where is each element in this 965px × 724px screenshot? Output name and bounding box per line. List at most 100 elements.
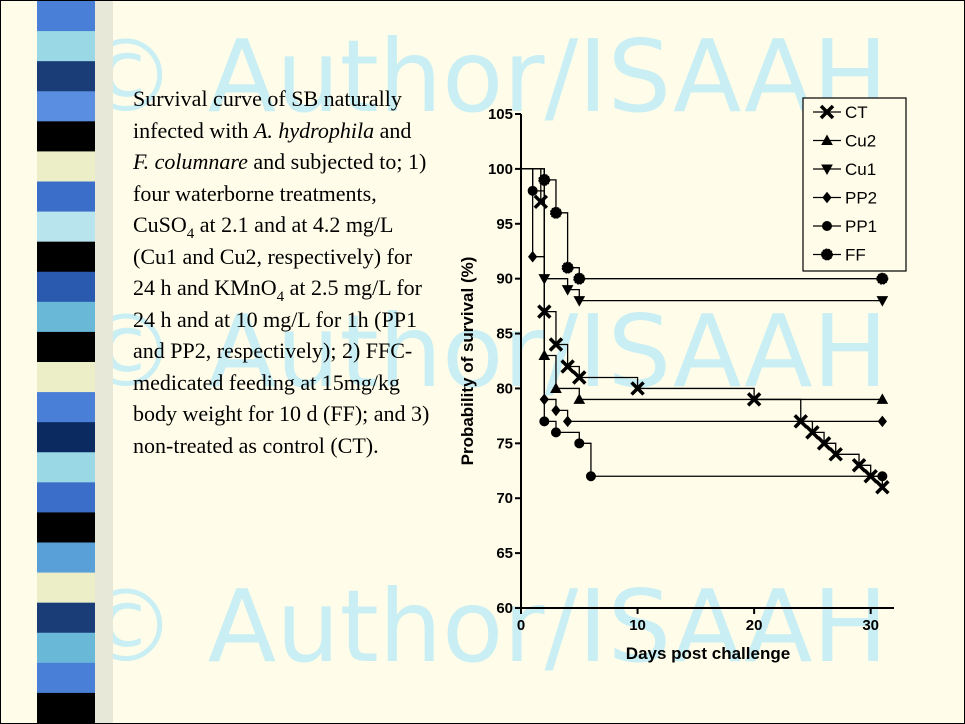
marker — [876, 296, 889, 307]
marker — [573, 272, 586, 285]
y-tick-label: 95 — [496, 216, 513, 233]
marker — [562, 415, 573, 428]
marker — [851, 458, 867, 473]
legend-label: Cu1 — [845, 160, 876, 179]
y-tick-label: 85 — [496, 326, 513, 343]
stripe — [37, 301, 95, 333]
marker — [560, 359, 575, 374]
stripe — [37, 512, 95, 543]
marker — [572, 370, 587, 385]
watermark: © Author/ISAAH — [76, 568, 888, 685]
stripe — [37, 572, 95, 604]
text: A. hydrophila — [253, 117, 375, 143]
text: Survival curve of SB naturally infected … — [133, 86, 402, 143]
caption: Survival curve of SB naturally infected … — [133, 83, 433, 461]
text: 4 — [276, 289, 285, 305]
y-tick-label: 100 — [488, 161, 513, 178]
text: 4 — [186, 226, 195, 242]
stripe — [37, 1, 95, 32]
marker — [877, 415, 887, 428]
x-tick-label: 20 — [746, 617, 763, 634]
marker — [822, 221, 832, 231]
marker — [821, 248, 833, 261]
watermark: © Author/ISAAH — [76, 293, 888, 410]
marker — [821, 134, 833, 145]
legend-label: FF — [845, 246, 866, 265]
stripe — [37, 331, 95, 363]
text: and — [374, 117, 412, 143]
y-tick-label: 105 — [488, 106, 513, 123]
marker — [528, 250, 538, 263]
stripe — [37, 271, 95, 303]
marker — [561, 261, 574, 274]
stripe — [37, 692, 95, 723]
marker — [805, 425, 820, 440]
stripe — [37, 241, 95, 273]
stripe — [37, 542, 95, 574]
marker — [875, 480, 890, 495]
marker — [549, 206, 562, 219]
legend-label: PP2 — [845, 189, 877, 208]
text: at 2.1 and at 4.2 mg/L (Cu1 and Cu2, res… — [133, 212, 413, 300]
marker — [561, 285, 574, 296]
marker — [573, 393, 586, 404]
y-tick-label: 60 — [496, 600, 513, 617]
stripe — [37, 181, 95, 213]
stripe — [37, 61, 95, 92]
stripe — [37, 662, 95, 694]
marker — [630, 381, 645, 396]
x-tick-label: 30 — [862, 617, 879, 634]
stripe — [37, 482, 95, 513]
marker — [527, 185, 538, 196]
x-axis-label: Days post challenge — [626, 644, 790, 663]
marker — [822, 191, 832, 204]
stripe — [37, 392, 95, 423]
text: and subjected to; 1) four waterborne tre… — [133, 149, 427, 237]
y-axis-label: Probability of survival (%) — [458, 257, 477, 466]
stripe — [37, 362, 95, 393]
text: F. columnare — [133, 149, 248, 174]
x-tick-label: 0 — [517, 617, 525, 634]
marker — [538, 173, 551, 186]
marker — [573, 296, 586, 307]
legend-label: Cu2 — [845, 132, 876, 151]
stripe-shade — [95, 1, 113, 723]
marker — [821, 164, 833, 176]
y-tick-label: 90 — [496, 271, 513, 288]
marker — [550, 382, 562, 393]
stripe — [37, 422, 95, 453]
stripe — [37, 151, 95, 182]
text: at 2.5 mg/L for 24 h and at 10 mg/L for … — [133, 275, 430, 458]
stripe — [37, 31, 95, 62]
marker — [548, 337, 564, 352]
marker — [816, 436, 832, 451]
marker — [550, 427, 561, 438]
legend-label: PP1 — [845, 217, 877, 236]
stripe — [37, 602, 95, 634]
stripe — [37, 211, 95, 243]
marker — [819, 104, 835, 120]
marker — [877, 471, 888, 482]
marker — [551, 404, 561, 417]
watermark: © Author/ISAAH — [76, 18, 888, 135]
stripe — [37, 121, 95, 152]
y-tick-label: 65 — [496, 545, 513, 562]
legend-label: CT — [845, 103, 868, 122]
marker — [574, 438, 585, 449]
y-tick-label: 80 — [496, 380, 513, 397]
stripe — [37, 632, 95, 664]
x-tick-label: 10 — [629, 617, 646, 634]
y-tick-label: 75 — [496, 435, 513, 452]
marker — [539, 416, 550, 427]
marker — [876, 393, 889, 404]
legend-box — [802, 97, 907, 272]
marker — [876, 272, 889, 285]
stripe — [37, 452, 95, 483]
stripe — [37, 91, 95, 122]
marker — [585, 471, 596, 482]
marker — [828, 447, 843, 462]
y-tick-label: 70 — [496, 490, 513, 507]
